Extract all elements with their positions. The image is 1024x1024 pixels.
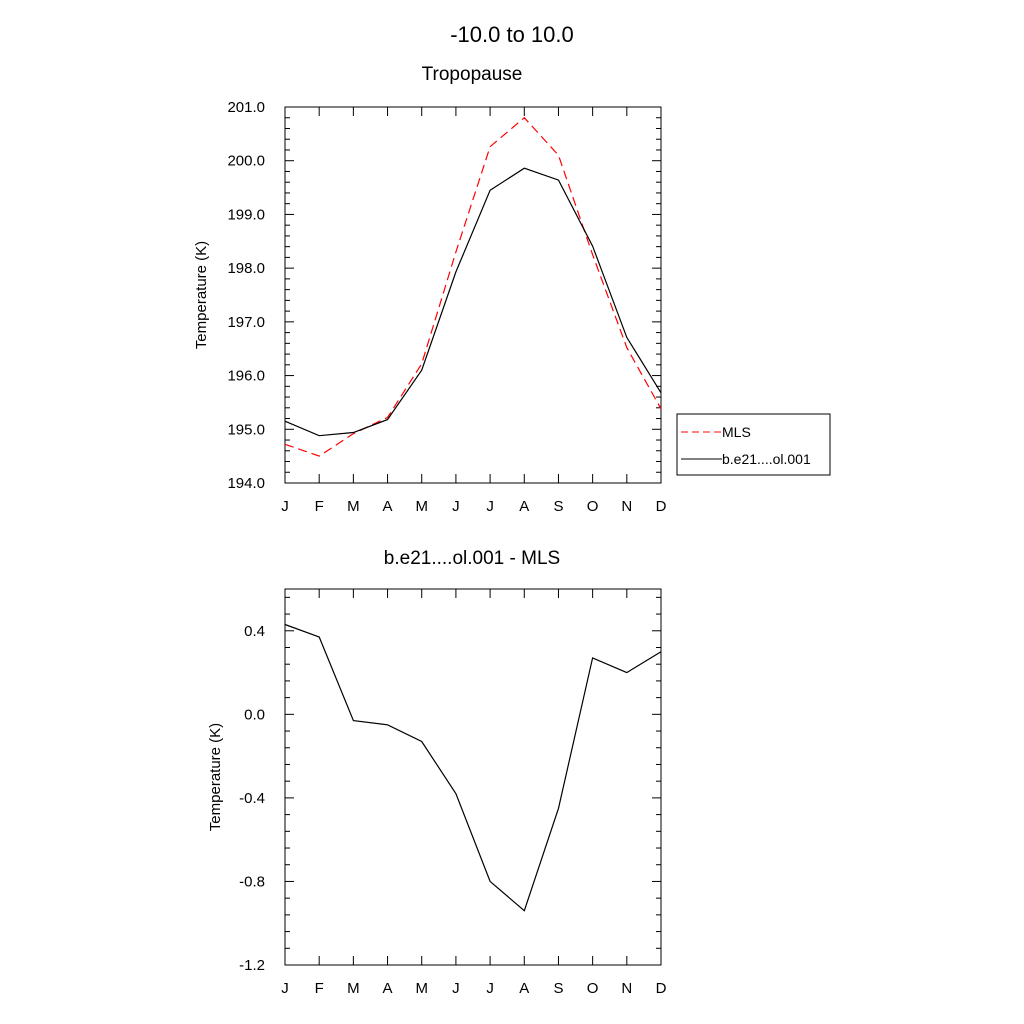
y-tick-label: -0.4: [239, 790, 265, 807]
y-tick-label: 199.0: [227, 206, 265, 223]
x-tick-label: M: [415, 980, 428, 997]
y-tick-label: 194.0: [227, 475, 265, 492]
x-tick-label: J: [281, 498, 289, 515]
model-minus-mls-difference-chart: b.e21....ol.001 - MLS Temperature (K) J F…: [207, 548, 667, 997]
y-tick-label: 201.0: [227, 99, 265, 116]
y-axis-title: Temperature (K): [207, 723, 224, 831]
series-line-b-e21-ol-001: [284, 167, 662, 437]
plot-frame: [284, 588, 662, 966]
x-tick-label: A: [519, 980, 529, 997]
plot-frame: [284, 106, 662, 484]
x-tick-label: S: [553, 498, 563, 515]
y-tick-label: 0.0: [244, 706, 265, 723]
y-ticks: 194.0 195.0 196.0 197.0 198.0 199.0 200.0 201.0: [227, 99, 661, 492]
y-ticks: -1.2 -0.8 -0.4 0.0 0.4: [239, 596, 661, 974]
series-line-mls: [284, 116, 662, 457]
x-tick-label: J: [486, 498, 494, 515]
y-tick-label: 196.0: [227, 368, 265, 385]
x-tick-label: J: [486, 980, 494, 997]
x-tick-label: M: [347, 498, 360, 515]
series-lines: [284, 623, 662, 912]
y-tick-label: 200.0: [227, 153, 265, 170]
x-tick-label: O: [587, 498, 599, 515]
y-tick-label: 197.0: [227, 314, 265, 331]
x-tick-label: J: [281, 980, 289, 997]
chart-title: Tropopause: [422, 64, 523, 85]
y-tick-label: -0.8: [239, 873, 265, 890]
series-lines: [284, 116, 662, 457]
series-line-difference: [284, 623, 662, 912]
x-tick-label: O: [587, 980, 599, 997]
x-tick-label: M: [347, 980, 360, 997]
chart-title: b.e21....ol.001 - MLS: [384, 548, 560, 569]
x-tick-label: A: [383, 498, 393, 515]
legend-box: [676, 413, 831, 476]
legend: MLS b.e21....ol.001: [676, 413, 831, 476]
x-tick-label: J: [452, 498, 460, 515]
x-tick-label: N: [621, 498, 632, 515]
y-tick-label: 198.0: [227, 260, 265, 277]
x-tick-label: A: [519, 498, 529, 515]
x-tick-label: F: [315, 498, 324, 515]
y-tick-label: 195.0: [227, 421, 265, 438]
y-tick-label: -1.2: [239, 957, 265, 974]
x-tick-label: N: [621, 980, 632, 997]
legend-label-model: b.e21....ol.001: [722, 451, 811, 467]
x-tick-label: S: [553, 980, 563, 997]
x-tick-label: M: [415, 498, 428, 515]
legend-label-mls: MLS: [722, 424, 751, 440]
x-tick-label: J: [452, 980, 460, 997]
figure-title: -10.0 to 10.0: [450, 22, 574, 47]
x-tick-label: D: [656, 980, 667, 997]
x-tick-label: A: [383, 980, 393, 997]
y-tick-label: 0.4: [244, 623, 265, 640]
x-tick-label: F: [315, 980, 324, 997]
x-tick-label: D: [656, 498, 667, 515]
y-axis-title: Temperature (K): [193, 241, 210, 349]
